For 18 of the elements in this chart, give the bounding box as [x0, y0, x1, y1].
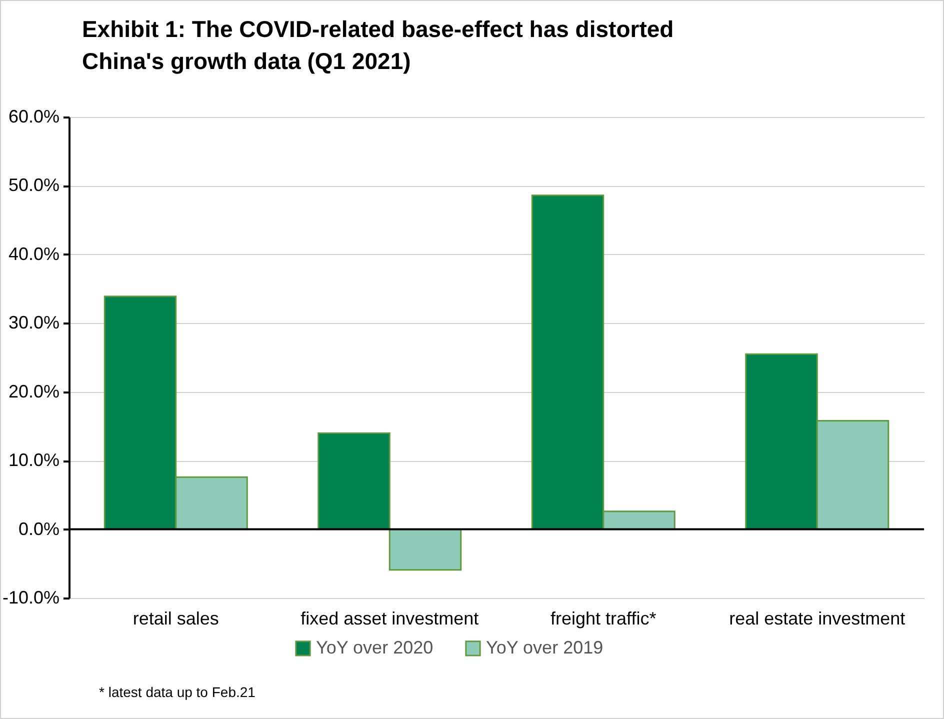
y-tick-label: 40.0% — [8, 244, 60, 264]
legend-label: YoY over 2020 — [316, 637, 434, 658]
x-tick-label: retail sales — [132, 608, 219, 628]
bar — [318, 432, 390, 530]
x-tick-label: real estate investment — [729, 608, 906, 628]
chart-title: Exhibit 1: The COVID-related base-effect has distorted China's growth data (Q1 2021) — [82, 16, 674, 74]
y-tick-label: 20.0% — [8, 381, 60, 402]
x-tick-label: freight traffic* — [550, 608, 656, 628]
legend-label: YoY over 2019 — [486, 637, 604, 658]
x-tick-label: fixed asset investment — [300, 608, 479, 628]
bar — [388, 528, 462, 571]
y-tick-label: 60.0% — [8, 106, 60, 126]
y-tick-label: 0.0% — [18, 518, 60, 539]
y-tick-label: -10.0% — [2, 588, 60, 608]
y-tick-label: 50.0% — [8, 175, 60, 196]
y-tick-label: 30.0% — [8, 312, 60, 333]
text: * latest data up to Feb.21 — [99, 684, 256, 700]
y-tick-label: 10.0% — [8, 450, 60, 470]
